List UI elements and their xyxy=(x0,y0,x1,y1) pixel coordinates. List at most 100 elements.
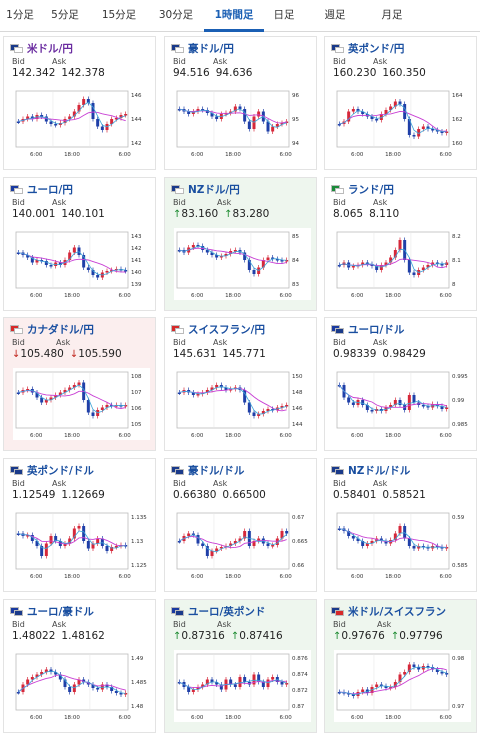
candle-body xyxy=(40,397,44,403)
rate-card[interactable]: 豪ドル/ドル Bid Ask 0.66380 0.66500 0.67 0.665 0.66 6… xyxy=(164,458,317,592)
currency-pair-link[interactable]: ユーロ/英ポンド xyxy=(188,605,266,618)
rate-card[interactable]: 米ドル/円 Bid Ask 142.342 142.378 146 144 142 6:00 18… xyxy=(3,36,156,170)
chart-frame xyxy=(176,653,290,711)
chart-container[interactable]: 164 162 160 6:00 18:00 6:00 xyxy=(334,87,471,159)
candle-body xyxy=(124,270,128,272)
x-tick-label: 6:00 xyxy=(351,433,364,439)
tab-1[interactable]: 5分足 xyxy=(51,9,79,21)
candle-body xyxy=(114,118,118,120)
candle-body xyxy=(398,674,402,682)
chart-container[interactable]: 0.876 0.874 0.872 0.87 6:00 18:00 6:00 xyxy=(174,650,311,722)
candle-body xyxy=(356,109,360,112)
rate-card[interactable]: NZドル/円 Bid Ask ↑83.160 ↑83.280 85 84 83 6:00 18:0… xyxy=(164,177,317,311)
candle-body xyxy=(72,247,76,253)
currency-pair-link[interactable]: ユーロ/円 xyxy=(27,183,73,196)
chart-container[interactable]: 8.2 8.1 8 6:00 18:00 6:00 xyxy=(334,228,471,300)
candle-body xyxy=(280,406,284,408)
tab-6[interactable]: 週足 xyxy=(324,9,346,21)
candle-body xyxy=(266,543,270,546)
ask-label: Ask xyxy=(52,57,67,66)
currency-pair-link[interactable]: 米ドル/円 xyxy=(27,42,73,55)
bid-label: Bid xyxy=(12,479,25,488)
rate-card[interactable]: カナダドル/円 Bid Ask ↓105.480 ↓105.590 108 107 106 10… xyxy=(3,317,156,451)
rate-card[interactable]: ユーロ/豪ドル Bid Ask 1.48022 1.48162 1.49 1.485 1.48… xyxy=(3,599,156,733)
chart-container[interactable]: 0.67 0.665 0.66 6:00 18:00 6:00 xyxy=(174,509,311,581)
currency-pair-link[interactable]: NZドル/円 xyxy=(188,183,240,196)
candle-body xyxy=(370,116,374,119)
bid-ask-values: 1.48022 1.48162 xyxy=(12,630,105,642)
x-tick-label: 6:00 xyxy=(118,574,131,580)
tab-7[interactable]: 月足 xyxy=(381,9,403,21)
rate-card[interactable]: 米ドル/スイスフラン Bid Ask ↑0.97676 ↑0.97796 0.98 0.97… xyxy=(324,599,477,733)
chart-container[interactable]: 0.98 0.97 6:00 18:00 6:00 xyxy=(334,650,471,722)
bid-value: 8.065 xyxy=(333,208,364,220)
chart-container[interactable]: 1.49 1.485 1.48 6:00 18:00 6:00 xyxy=(13,650,150,722)
tab-0[interactable]: 1分足 xyxy=(6,9,34,21)
candle-body xyxy=(361,400,365,405)
currency-pair-link[interactable]: ユーロ/ドル xyxy=(348,323,405,336)
currency-pair-link[interactable]: 米ドル/スイスフラン xyxy=(348,605,447,618)
chart-container[interactable]: 108 107 106 105 6:00 18:00 6:00 xyxy=(13,368,150,440)
card-title-row: 英ポンド/円 xyxy=(331,41,404,55)
currency-pair-link[interactable]: NZドル/ドル xyxy=(348,464,411,477)
moving-average-short xyxy=(339,666,447,695)
chart-container[interactable]: 146 144 142 6:00 18:00 6:00 xyxy=(13,87,150,159)
rate-card[interactable]: 英ポンド/ドル Bid Ask 1.12549 1.12669 1.135 1.13 1.12… xyxy=(3,458,156,592)
candle-body xyxy=(215,682,219,685)
rate-card[interactable]: ランド/円 Bid Ask 8.065 8.110 8.2 8.1 8 6:00 18:00 6:0… xyxy=(324,177,477,311)
tab-5[interactable]: 日足 xyxy=(273,9,295,21)
tab-2[interactable]: 15分足 xyxy=(101,9,137,21)
candle-body xyxy=(54,124,58,126)
candle-body xyxy=(187,687,191,692)
candle-body xyxy=(229,111,233,113)
tab-3[interactable]: 30分足 xyxy=(158,9,194,21)
candle-body xyxy=(440,264,444,266)
currency-pair-link[interactable]: 英ポンド/ドル xyxy=(27,464,94,477)
currency-pair-link[interactable]: 英ポンド/円 xyxy=(348,42,405,55)
chart-container[interactable]: 150 148 146 144 6:00 18:00 6:00 xyxy=(174,368,311,440)
candle-body xyxy=(26,116,30,119)
rate-card[interactable]: 豪ドル/円 Bid Ask 94.516 94.636 96 95 94 6:00 18:00 6:… xyxy=(164,36,317,170)
candle-body xyxy=(177,682,181,684)
x-tick-label: 18:00 xyxy=(385,715,401,721)
currency-pair-link[interactable]: スイスフラン/円 xyxy=(188,323,266,336)
ask-value: 0.97796 xyxy=(399,630,443,642)
y-tick-label: 94 xyxy=(292,141,299,147)
chart-container[interactable]: 1.135 1.13 1.125 6:00 18:00 6:00 xyxy=(13,509,150,581)
x-tick-label: 6:00 xyxy=(279,293,292,299)
bid-label: Bid xyxy=(333,198,346,207)
bid-ask-labels: Bid Ask xyxy=(173,198,247,207)
x-tick-label: 6:00 xyxy=(439,715,452,721)
candle-body xyxy=(177,392,181,394)
chart-container[interactable]: 0.995 0.99 0.985 6:00 18:00 6:00 xyxy=(334,368,471,440)
candle-body xyxy=(187,533,191,536)
rate-card[interactable]: ユーロ/ドル Bid Ask 0.98339 0.98429 0.995 0.99 0.985… xyxy=(324,317,477,451)
rate-card[interactable]: スイスフラン/円 Bid Ask 145.631 145.771 150 148 146 144… xyxy=(164,317,317,451)
currency-pair-link[interactable]: ユーロ/豪ドル xyxy=(27,605,94,618)
moving-average-long xyxy=(179,108,287,124)
chart-container[interactable]: 96 95 94 6:00 18:00 6:00 xyxy=(174,87,311,159)
chart-container[interactable]: 85 84 83 6:00 18:00 6:00 xyxy=(174,228,311,300)
ask-value: 160.350 xyxy=(382,67,426,79)
bid-label: Bid xyxy=(173,620,186,629)
candle-body xyxy=(26,679,30,685)
card-title-row: 英ポンド/ドル xyxy=(10,463,94,477)
currency-pair-link[interactable]: 豪ドル/円 xyxy=(188,42,234,55)
x-tick-label: 6:00 xyxy=(279,152,292,158)
candle-body xyxy=(393,250,397,258)
tab-4[interactable]: 1時間足 xyxy=(204,0,264,32)
candle-body xyxy=(35,674,39,677)
bid-ask-labels: Bid Ask xyxy=(333,57,403,66)
rate-card[interactable]: NZドル/ドル Bid Ask 0.58401 0.58521 0.59 0.585 6:00… xyxy=(324,458,477,592)
rate-card[interactable]: ユーロ/円 Bid Ask 140.001 140.101 143 142 141 140 139… xyxy=(3,177,156,311)
rate-card[interactable]: ユーロ/英ポンド Bid Ask ↑0.87316 ↑0.87416 0.876 0.874… xyxy=(164,599,317,733)
currency-pair-link[interactable]: カナダドル/円 xyxy=(27,323,94,336)
ask-label: Ask xyxy=(377,620,392,629)
ask-value: 83.280 xyxy=(232,208,270,220)
candle-body xyxy=(177,109,181,111)
rate-card[interactable]: 英ポンド/円 Bid Ask 160.230 160.350 164 162 160 6:00 1… xyxy=(324,36,477,170)
chart-container[interactable]: 0.59 0.585 6:00 18:00 6:00 xyxy=(334,509,471,581)
currency-pair-link[interactable]: 豪ドル/ドル xyxy=(188,464,245,477)
currency-pair-link[interactable]: ランド/円 xyxy=(348,183,394,196)
chart-container[interactable]: 143 142 141 140 139 6:00 18:00 6:00 xyxy=(13,228,150,300)
